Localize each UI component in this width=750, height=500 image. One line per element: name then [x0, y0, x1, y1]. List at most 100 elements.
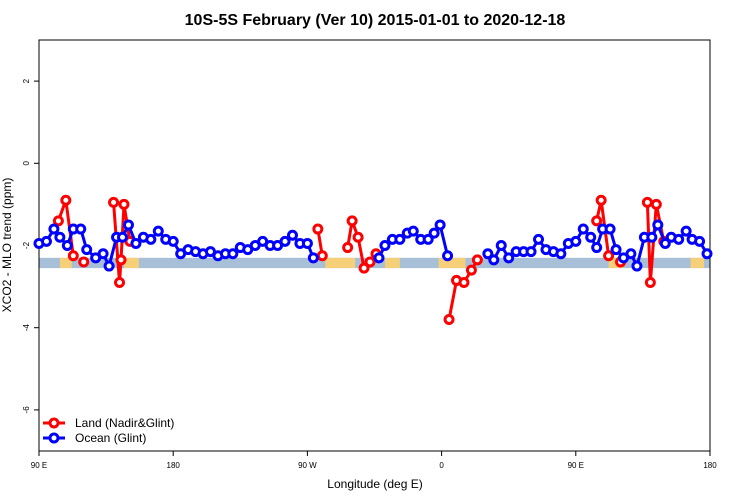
data-point: [67, 250, 79, 262]
data-point: [595, 194, 607, 206]
y-tick-label: 0: [22, 161, 31, 166]
series-layer: [33, 194, 713, 325]
y-tick-label: -2: [22, 241, 31, 249]
data-point: [373, 252, 385, 264]
data-point: [659, 237, 671, 249]
data-point: [407, 225, 419, 237]
x-axis: 90 E 180 90 W 0 90 E 180: [31, 451, 717, 470]
x-tick-label: 90 E: [568, 461, 584, 470]
data-point: [434, 219, 446, 231]
data-point: [488, 254, 500, 266]
land-strip-segment: [384, 257, 400, 269]
series-1: [33, 219, 713, 272]
x-axis-label: Longitude (deg E): [327, 477, 422, 491]
data-point: [108, 196, 120, 208]
data-point: [465, 264, 477, 276]
data-point: [673, 233, 685, 245]
chart-title: 10S-5S February (Ver 10) 2015-01-01 to 2…: [185, 12, 566, 29]
data-point: [122, 219, 134, 231]
data-point: [577, 223, 589, 235]
data-point: [130, 237, 142, 249]
data-point: [115, 254, 127, 266]
data-point: [570, 235, 582, 247]
data-point: [48, 223, 60, 235]
data-point: [482, 248, 494, 260]
data-point: [286, 229, 298, 241]
data-point: [650, 198, 662, 210]
y-axis-label: XCO2 - MLO trend (ppm): [0, 178, 14, 313]
data-point: [114, 276, 126, 288]
y-tick-label: -6: [22, 406, 31, 414]
data-point: [471, 254, 483, 266]
data-point: [60, 194, 72, 206]
data-point: [525, 246, 537, 258]
data-point: [81, 244, 93, 256]
legend-land-label: Land (Nadir&Glint): [75, 416, 174, 430]
data-point: [610, 244, 622, 256]
data-point: [646, 231, 658, 243]
data-point: [75, 223, 87, 235]
data-point: [604, 223, 616, 235]
data-point: [227, 248, 239, 260]
data-point: [652, 219, 664, 231]
data-point: [631, 260, 643, 272]
data-point: [78, 256, 90, 268]
legend-ocean-marker: [48, 432, 60, 444]
x-tick-label: 180: [703, 461, 717, 470]
data-point: [603, 250, 615, 262]
data-point: [458, 276, 470, 288]
data-point: [301, 237, 313, 249]
data-point: [641, 196, 653, 208]
data-point: [379, 240, 391, 251]
land-strip-segment: [59, 257, 72, 269]
legend: Land (Nadir&Glint) Ocean (Glint): [43, 416, 174, 445]
data-point: [591, 215, 603, 227]
data-point: [625, 248, 637, 260]
data-point: [503, 252, 515, 264]
data-point: [54, 231, 66, 243]
data-point: [585, 231, 597, 243]
data-point: [61, 240, 73, 251]
data-point: [152, 225, 164, 237]
data-point: [422, 233, 434, 245]
data-point: [352, 231, 364, 243]
data-point: [117, 231, 129, 243]
x-tick-label: 90 E: [31, 461, 47, 470]
data-point: [364, 256, 376, 268]
data-point: [346, 215, 358, 227]
data-point: [701, 248, 713, 260]
data-point: [495, 240, 507, 251]
data-point: [145, 233, 157, 245]
legend-ocean-label: Ocean (Glint): [75, 431, 146, 445]
data-point: [694, 235, 706, 247]
data-point: [358, 262, 370, 274]
data-point: [279, 235, 291, 247]
data-point: [307, 252, 319, 264]
land-strip-segment: [690, 257, 705, 269]
x-tick-label: 180: [167, 461, 181, 470]
data-point: [428, 227, 440, 239]
data-point: [316, 250, 328, 262]
land-strip-segment: [438, 257, 466, 269]
x-tick-label: 0: [439, 461, 444, 470]
data-point: [644, 276, 656, 288]
data-point: [591, 242, 603, 254]
data-point: [52, 215, 64, 227]
land-strip-segment: [325, 257, 356, 269]
data-point: [97, 248, 109, 260]
data-point: [555, 248, 567, 260]
data-point: [442, 250, 454, 262]
legend-land-marker: [48, 417, 60, 429]
land-strip-segment: [123, 257, 139, 269]
y-tick-label: 2: [22, 78, 31, 83]
data-point: [394, 233, 406, 245]
data-point: [103, 260, 115, 272]
data-point: [167, 235, 179, 247]
data-point: [118, 198, 130, 210]
data-point: [312, 223, 324, 235]
data-point: [40, 235, 52, 247]
x-tick-label: 90 W: [298, 461, 317, 470]
data-point: [342, 242, 354, 254]
data-point: [533, 233, 545, 245]
